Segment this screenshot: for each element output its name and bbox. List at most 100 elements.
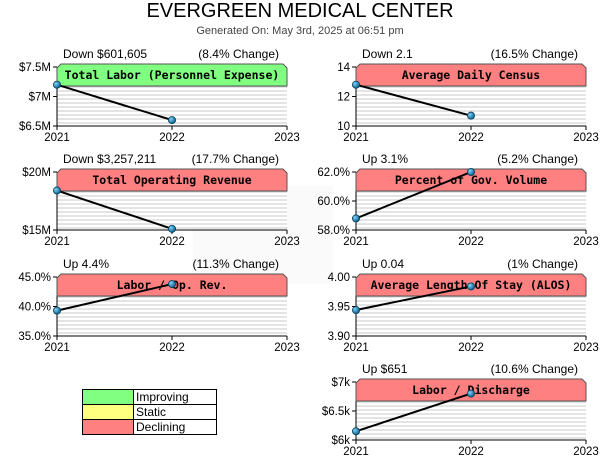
change-value-label: Down $3,257,211 <box>63 152 157 166</box>
x-tick-label: 2021 <box>44 342 70 354</box>
y-tick-label: 12 <box>337 92 350 104</box>
y-tick-label: 3.95 <box>328 302 350 314</box>
series-line <box>355 171 472 220</box>
x-tick-label: 2021 <box>44 236 70 248</box>
x-tick-label: 2022 <box>458 236 484 248</box>
data-point <box>167 224 176 233</box>
x-tick-label: 2022 <box>458 342 484 354</box>
legend-swatch-declining <box>82 419 134 435</box>
chart-title-band <box>355 63 587 87</box>
data-point <box>351 214 360 223</box>
legend-item-improving: Improving <box>82 389 217 405</box>
data-point <box>466 282 475 291</box>
x-tick-label: 2022 <box>159 132 185 144</box>
y-tick-label: $6.5M <box>19 121 51 133</box>
chart-title: Percent of Gov. Volume <box>395 173 547 187</box>
y-tick-label: $6k <box>331 435 350 447</box>
x-tick-label: 2021 <box>343 446 369 458</box>
chart-title-band <box>56 168 288 192</box>
data-point <box>351 427 360 436</box>
legend-item-declining: Declining <box>82 419 217 435</box>
change-value-label: Up 4.4% <box>63 257 109 271</box>
x-tick-label: 2023 <box>573 236 599 248</box>
legend-label-declining: Declining <box>133 419 217 435</box>
change-value-label: Up 0.04 <box>362 257 404 271</box>
x-tick-label: 2023 <box>573 342 599 354</box>
x-tick-label: 2021 <box>44 132 70 144</box>
data-point <box>167 280 176 289</box>
change-value-label: Up 3.1% <box>362 152 408 166</box>
chart-title: Total Labor (Personnel Expense) <box>65 68 280 82</box>
change-percent-label: (5.2% Change) <box>497 152 578 166</box>
data-point <box>466 167 475 176</box>
series-line <box>355 83 472 117</box>
y-tick-label: $7.5M <box>19 62 51 74</box>
y-tick-label: $6.5k <box>322 406 350 418</box>
x-tick-label: 2022 <box>458 132 484 144</box>
x-tick-label: 2023 <box>274 236 300 248</box>
y-tick-label: $7M <box>29 92 51 104</box>
x-tick-label: 2022 <box>159 236 185 248</box>
chart-title: Total Operating Revenue <box>92 173 251 187</box>
data-point <box>466 111 475 120</box>
change-value-label: Down 2.1 <box>362 47 413 61</box>
data-point <box>167 116 176 125</box>
change-value-label: Down $601,605 <box>63 47 147 61</box>
legend: Improving Static Declining <box>82 389 217 435</box>
legend-item-static: Static <box>82 404 217 420</box>
data-point <box>351 306 360 315</box>
legend-swatch-static <box>82 404 134 420</box>
change-percent-label: (8.4% Change) <box>198 47 279 61</box>
data-point <box>53 80 62 89</box>
x-tick-label: 2021 <box>343 236 369 248</box>
x-tick-label: 2022 <box>159 342 185 354</box>
change-percent-label: (11.3% Change) <box>193 257 280 271</box>
legend-swatch-improving <box>82 389 134 405</box>
data-point <box>351 80 360 89</box>
chart-1: Down $601,605 (8.4% Change)$7.5M$7M$6.5M2… <box>19 47 300 144</box>
series-line <box>56 283 173 312</box>
change-value-label: Up $651 <box>362 362 408 376</box>
y-tick-label: 40.0% <box>18 302 51 314</box>
y-tick-label: 3.90 <box>328 331 350 343</box>
x-tick-label: 2023 <box>573 132 599 144</box>
x-tick-label: 2023 <box>573 446 599 458</box>
series-line <box>355 392 472 433</box>
series-line <box>56 83 173 122</box>
y-tick-label: 14 <box>337 62 350 74</box>
change-percent-label: (1% Change) <box>507 257 578 271</box>
chart-3: Down $3,257,211 (17.7% Change)$20M$15M202… <box>22 152 300 248</box>
change-percent-label: (17.7% Change) <box>192 152 279 166</box>
y-tick-label: $15M <box>22 225 51 237</box>
y-tick-label: 35.0% <box>18 331 51 343</box>
x-tick-label: 2023 <box>274 342 300 354</box>
data-point <box>53 306 62 315</box>
page-title: EVERGREEN MEDICAL CENTER <box>146 0 454 22</box>
change-percent-label: (16.5% Change) <box>491 47 578 61</box>
x-tick-label: 2021 <box>343 342 369 354</box>
y-tick-label: $20M <box>22 167 51 179</box>
change-percent-label: (10.6% Change) <box>491 362 578 376</box>
y-tick-label: 60.0% <box>317 196 350 208</box>
y-tick-label: 58.0% <box>317 225 350 237</box>
x-tick-label: 2022 <box>458 446 484 458</box>
generated-timestamp: Generated On: May 3rd, 2025 at 06:51 pm <box>196 25 404 37</box>
y-tick-label: 62.0% <box>317 167 350 179</box>
y-tick-label: 45.0% <box>18 272 51 284</box>
data-point <box>466 389 475 398</box>
series-line <box>56 189 173 230</box>
chart-5: Up 4.4% (11.3% Change) 45.0% 40.0% 35.0%2021… <box>18 257 299 354</box>
y-tick-label: $7k <box>331 377 350 389</box>
chart-title: Average Daily Census <box>402 68 540 82</box>
legend-label-improving: Improving <box>133 389 217 405</box>
series-line <box>355 285 472 312</box>
data-point <box>53 186 62 195</box>
y-tick-label: 10 <box>337 121 350 133</box>
chart-title-band <box>56 63 288 87</box>
y-tick-label: 4.00 <box>328 272 350 284</box>
x-tick-label: 2023 <box>274 132 300 144</box>
